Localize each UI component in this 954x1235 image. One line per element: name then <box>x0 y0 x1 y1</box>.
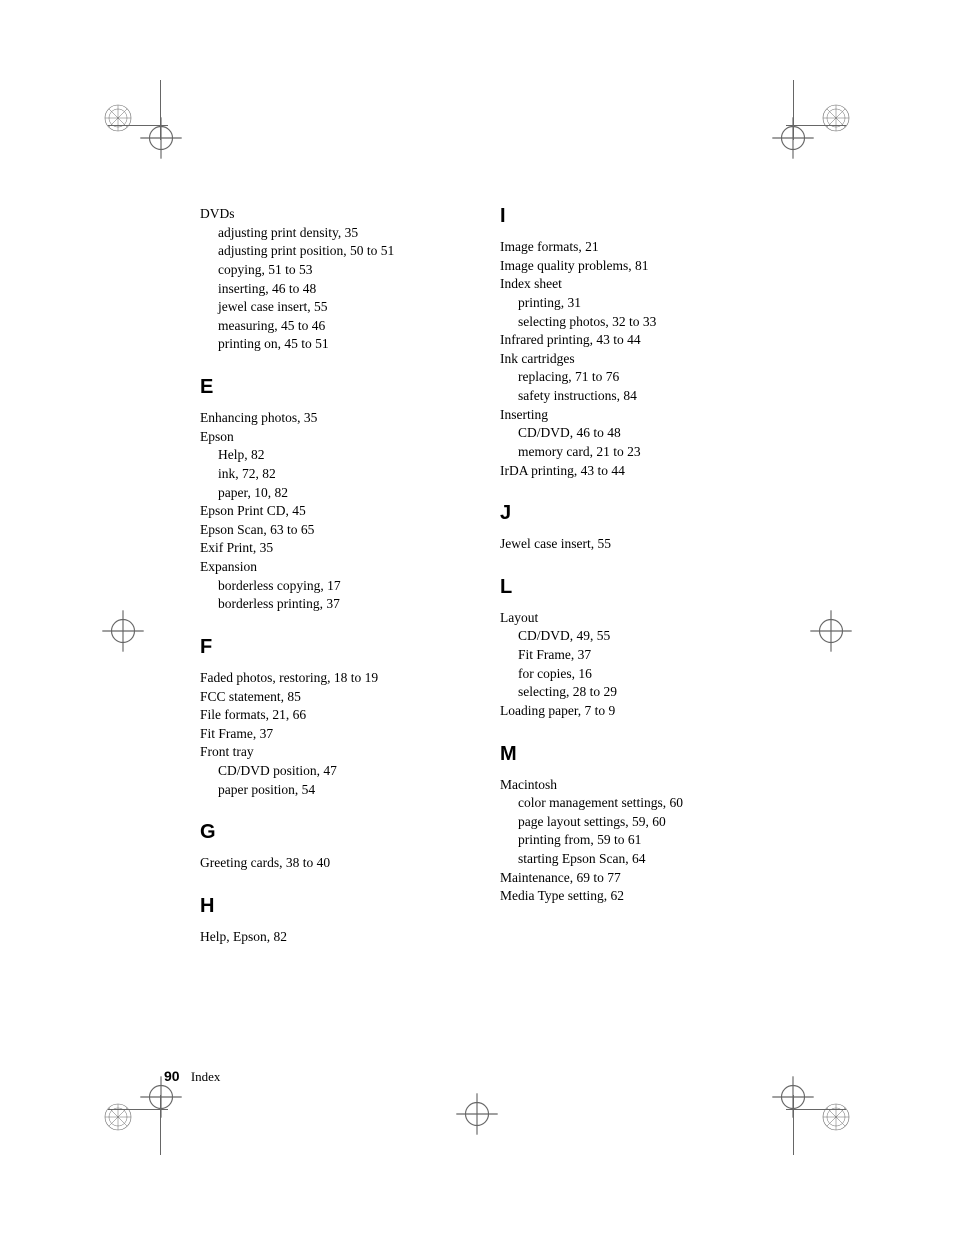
registration-mark-icon <box>808 608 854 654</box>
index-letter-heading: M <box>500 743 760 766</box>
index-entry: Media Type setting, 62 <box>500 887 760 906</box>
index-letter-heading: F <box>200 636 460 659</box>
index-content: DVDsadjusting print density, 35adjusting… <box>200 205 760 947</box>
registration-mark-icon <box>770 115 816 161</box>
index-entry: Image quality problems, 81 <box>500 257 760 276</box>
index-entry: Epson Scan, 63 to 65 <box>200 521 460 540</box>
index-letter-heading: J <box>500 502 760 525</box>
index-entry: Fit Frame, 37 <box>200 725 460 744</box>
page-number: 90 <box>164 1068 180 1084</box>
index-entry: Front tray <box>200 743 460 762</box>
index-entry: Macintosh <box>500 776 760 795</box>
index-subentry: Help, 82 <box>200 446 460 465</box>
index-left-column: DVDsadjusting print density, 35adjusting… <box>200 205 460 947</box>
index-entry: Maintenance, 69 to 77 <box>500 869 760 888</box>
index-subentry: color management settings, 60 <box>500 794 760 813</box>
index-entry: Infrared printing, 43 to 44 <box>500 331 760 350</box>
index-entry: Loading paper, 7 to 9 <box>500 702 760 721</box>
index-subentry: printing from, 59 to 61 <box>500 831 760 850</box>
index-subentry: page layout settings, 59, 60 <box>500 813 760 832</box>
index-subentry: replacing, 71 to 76 <box>500 368 760 387</box>
index-entry: Image formats, 21 <box>500 238 760 257</box>
index-entry: Inserting <box>500 406 760 425</box>
index-entry: FCC statement, 85 <box>200 688 460 707</box>
index-entry: Layout <box>500 609 760 628</box>
index-entry: Expansion <box>200 558 460 577</box>
index-subentry: printing, 31 <box>500 294 760 313</box>
page-footer: 90 Index <box>164 1068 220 1085</box>
index-letter-heading: G <box>200 821 460 844</box>
index-subentry: borderless printing, 37 <box>200 595 460 614</box>
index-subentry: safety instructions, 84 <box>500 387 760 406</box>
footer-label: Index <box>191 1069 221 1084</box>
registration-mark-icon <box>454 1091 500 1137</box>
index-entry: DVDs <box>200 205 460 224</box>
index-entry: Help, Epson, 82 <box>200 928 460 947</box>
index-subentry: starting Epson Scan, 64 <box>500 850 760 869</box>
index-subentry: adjusting print density, 35 <box>200 224 460 243</box>
index-subentry: selecting, 28 to 29 <box>500 683 760 702</box>
index-letter-heading: H <box>200 895 460 918</box>
index-entry: Enhancing photos, 35 <box>200 409 460 428</box>
index-subentry: copying, 51 to 53 <box>200 261 460 280</box>
index-entry: Ink cartridges <box>500 350 760 369</box>
index-subentry: adjusting print position, 50 to 51 <box>200 242 460 261</box>
index-subentry: measuring, 45 to 46 <box>200 317 460 336</box>
index-subentry: inserting, 46 to 48 <box>200 280 460 299</box>
index-entry: Faded photos, restoring, 18 to 19 <box>200 669 460 688</box>
index-subentry: printing on, 45 to 51 <box>200 335 460 354</box>
index-letter-heading: L <box>500 576 760 599</box>
index-subentry: paper position, 54 <box>200 781 460 800</box>
index-entry: File formats, 21, 66 <box>200 706 460 725</box>
index-subentry: CD/DVD, 49, 55 <box>500 627 760 646</box>
index-subentry: CD/DVD position, 47 <box>200 762 460 781</box>
index-subentry: jewel case insert, 55 <box>200 298 460 317</box>
registration-mark-icon <box>138 115 184 161</box>
index-entry: Jewel case insert, 55 <box>500 535 760 554</box>
index-entry: IrDA printing, 43 to 44 <box>500 462 760 481</box>
index-subentry: borderless copying, 17 <box>200 577 460 596</box>
index-subentry: paper, 10, 82 <box>200 484 460 503</box>
index-subentry: for copies, 16 <box>500 665 760 684</box>
index-subentry: memory card, 21 to 23 <box>500 443 760 462</box>
index-entry: Greeting cards, 38 to 40 <box>200 854 460 873</box>
index-letter-heading: I <box>500 205 760 228</box>
index-subentry: ink, 72, 82 <box>200 465 460 484</box>
index-letter-heading: E <box>200 376 460 399</box>
index-entry: Epson Print CD, 45 <box>200 502 460 521</box>
index-subentry: selecting photos, 32 to 33 <box>500 313 760 332</box>
index-right-column: I Image formats, 21Image quality problems… <box>500 205 760 947</box>
registration-mark-icon <box>770 1074 816 1120</box>
index-entry: Exif Print, 35 <box>200 539 460 558</box>
registration-mark-icon <box>100 608 146 654</box>
index-entry: Index sheet <box>500 275 760 294</box>
index-subentry: Fit Frame, 37 <box>500 646 760 665</box>
index-subentry: CD/DVD, 46 to 48 <box>500 424 760 443</box>
index-entry: Epson <box>200 428 460 447</box>
